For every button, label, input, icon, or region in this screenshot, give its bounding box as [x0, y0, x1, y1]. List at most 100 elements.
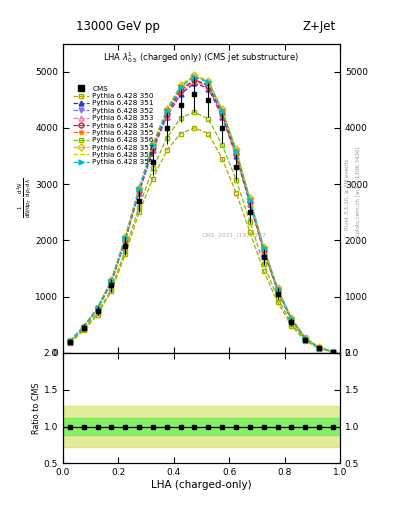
- Pythia 6.428 351: [109, 280, 114, 286]
- Pythia 6.428 354: [123, 237, 128, 243]
- Pythia 6.428 356: [123, 247, 128, 253]
- Line: Pythia 6.428 358: Pythia 6.428 358: [70, 76, 333, 352]
- Pythia 6.428 353: [81, 324, 86, 330]
- Pythia 6.428 359: [137, 186, 141, 193]
- Pythia 6.428 358: [261, 245, 266, 251]
- Pythia 6.428 353: [95, 306, 100, 312]
- Pythia 6.428 356: [289, 321, 294, 327]
- Pythia 6.428 358: [206, 78, 211, 84]
- Pythia 6.428 358: [164, 107, 169, 113]
- Text: LHA $\lambda^{1}_{0.5}$ (charged only) (CMS jet substructure): LHA $\lambda^{1}_{0.5}$ (charged only) (…: [103, 50, 299, 65]
- Pythia 6.428 354: [289, 316, 294, 323]
- Pythia 6.428 355: [220, 108, 224, 114]
- Pythia 6.428 352: [137, 188, 141, 194]
- Pythia 6.428 354: [234, 151, 239, 157]
- Pythia 6.428 351: [206, 86, 211, 92]
- Pythia 6.428 350: [234, 189, 239, 196]
- Pythia 6.428 357: [192, 72, 197, 78]
- X-axis label: LHA (charged-only): LHA (charged-only): [151, 480, 252, 490]
- Pythia 6.428 350: [331, 349, 335, 355]
- Pythia 6.428 350: [317, 346, 321, 352]
- Pythia 6.428 355: [151, 142, 155, 148]
- Pythia 6.428 351: [137, 189, 141, 196]
- Pythia 6.428 356: [178, 115, 183, 121]
- Pythia 6.428 356: [68, 339, 72, 346]
- Pythia 6.428 352: [81, 324, 86, 330]
- Pythia 6.428 353: [261, 247, 266, 253]
- Line: Pythia 6.428 354: Pythia 6.428 354: [67, 78, 336, 354]
- Pythia 6.428 353: [275, 287, 280, 293]
- Pythia 6.428 357: [206, 78, 211, 84]
- Pythia 6.428 359: [275, 286, 280, 292]
- Pythia 6.428 358: [248, 196, 252, 202]
- Line: Pythia 6.428 351: Pythia 6.428 351: [67, 80, 336, 354]
- Pythia 6.428 358: [234, 147, 239, 153]
- Pythia 6.428 353: [151, 146, 155, 153]
- Text: mcplots.cern.ch [arXiv:1306.3436]: mcplots.cern.ch [arXiv:1306.3436]: [356, 147, 361, 242]
- Pythia 6.428 351: [123, 237, 128, 243]
- Pythia 6.428 357: [261, 244, 266, 250]
- Pythia 6.428 353: [137, 189, 141, 195]
- Pythia 6.428 352: [248, 198, 252, 204]
- Pythia 6.428 356: [248, 219, 252, 225]
- Pythia 6.428 353: [234, 151, 239, 157]
- Text: 13000 GeV pp: 13000 GeV pp: [76, 20, 160, 33]
- Pythia 6.428 357: [331, 349, 335, 355]
- Pythia 6.428 359: [151, 142, 155, 148]
- Pythia 6.428 352: [275, 286, 280, 292]
- Pythia 6.428 352: [303, 335, 308, 342]
- Text: Rivet 3.1.10, ≥ 2M events: Rivet 3.1.10, ≥ 2M events: [345, 159, 350, 230]
- Pythia 6.428 357: [81, 324, 86, 330]
- Text: $\frac{1}{\mathrm{d}N/\mathrm{d}p_T}$ $\frac{\mathrm{d}^2N}{\mathrm{d}p_T\,\math: $\frac{1}{\mathrm{d}N/\mathrm{d}p_T}$ $\…: [15, 178, 33, 219]
- Pythia 6.428 357: [303, 335, 308, 341]
- Pythia 6.428 357: [248, 195, 252, 201]
- Pythia 6.428 355: [81, 324, 86, 330]
- Pythia 6.428 359: [123, 235, 128, 241]
- Pythia 6.428 351: [289, 317, 294, 323]
- Pythia 6.428 356: [81, 326, 86, 332]
- Pythia 6.428 350: [220, 156, 224, 162]
- Pythia 6.428 356: [95, 310, 100, 316]
- Pythia 6.428 352: [331, 349, 335, 355]
- Pythia 6.428 357: [109, 276, 114, 283]
- Pythia 6.428 350: [248, 229, 252, 235]
- Pythia 6.428 354: [68, 338, 72, 344]
- Pythia 6.428 352: [109, 279, 114, 285]
- Pythia 6.428 358: [303, 335, 308, 341]
- Pythia 6.428 350: [289, 323, 294, 329]
- Pythia 6.428 357: [275, 285, 280, 291]
- Pythia 6.428 358: [275, 285, 280, 291]
- Pythia 6.428 355: [192, 73, 197, 79]
- Pythia 6.428 350: [206, 131, 211, 137]
- Pythia 6.428 356: [317, 345, 321, 351]
- Pythia 6.428 359: [261, 245, 266, 251]
- Pythia 6.428 356: [234, 177, 239, 183]
- Pythia 6.428 352: [234, 150, 239, 156]
- Pythia 6.428 351: [68, 338, 72, 345]
- Pythia 6.428 358: [95, 305, 100, 311]
- Pythia 6.428 353: [123, 237, 128, 243]
- Pythia 6.428 354: [81, 324, 86, 330]
- Pythia 6.428 350: [178, 131, 183, 137]
- Pythia 6.428 357: [95, 305, 100, 311]
- Pythia 6.428 357: [317, 345, 321, 351]
- Pythia 6.428 354: [275, 287, 280, 293]
- Pythia 6.428 352: [220, 110, 224, 116]
- Pythia 6.428 353: [331, 349, 335, 355]
- Pythia 6.428 355: [95, 305, 100, 311]
- Pythia 6.428 353: [220, 112, 224, 118]
- Pythia 6.428 355: [109, 277, 114, 283]
- Pythia 6.428 353: [303, 335, 308, 342]
- Pythia 6.428 353: [109, 279, 114, 285]
- Pythia 6.428 354: [192, 77, 197, 83]
- Pythia 6.428 358: [123, 234, 128, 240]
- Pythia 6.428 354: [248, 199, 252, 205]
- Pythia 6.428 356: [151, 165, 155, 172]
- Pythia 6.428 350: [151, 176, 155, 182]
- Pythia 6.428 359: [68, 338, 72, 344]
- Pythia 6.428 359: [164, 108, 169, 114]
- Pythia 6.428 350: [95, 312, 100, 318]
- Pythia 6.428 355: [248, 196, 252, 202]
- Pythia 6.428 359: [220, 108, 224, 114]
- Pythia 6.428 355: [234, 147, 239, 154]
